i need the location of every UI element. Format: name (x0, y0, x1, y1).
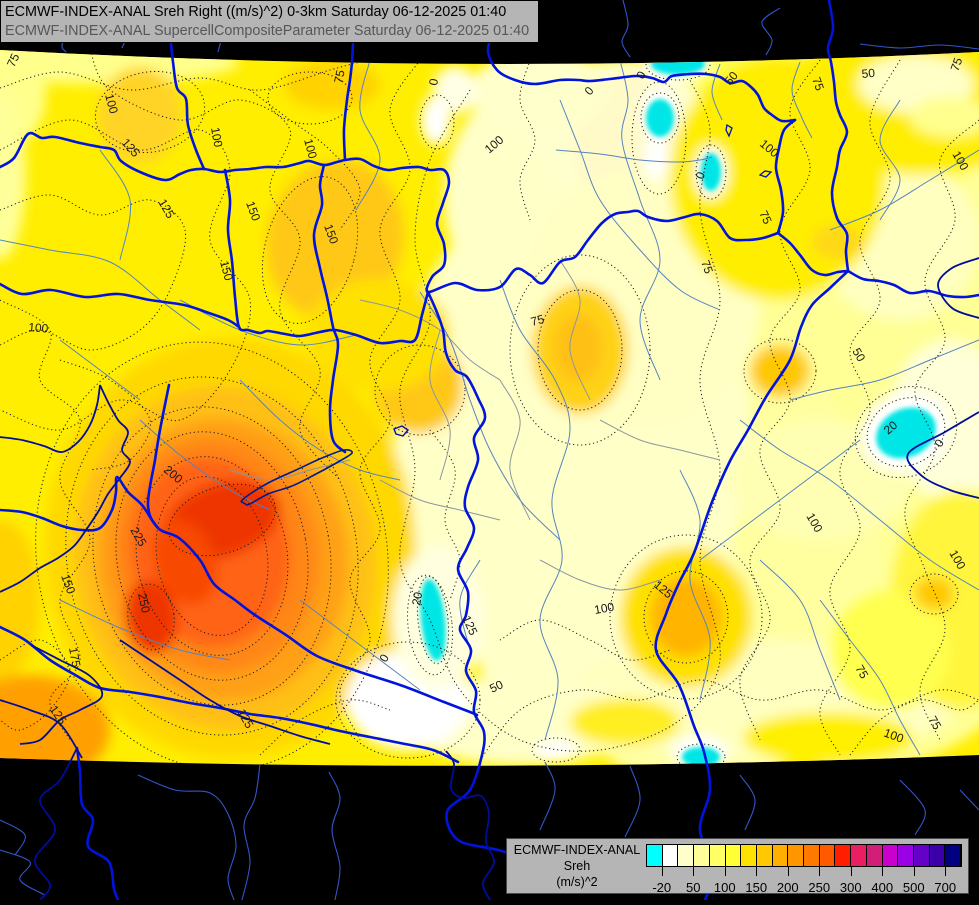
svg-text:75: 75 (756, 208, 774, 226)
svg-text:0: 0 (693, 170, 709, 181)
svg-text:0: 0 (426, 77, 441, 86)
svg-text:100: 100 (102, 92, 121, 115)
svg-text:20: 20 (409, 591, 425, 607)
svg-text:150: 150 (58, 572, 78, 596)
svg-text:100: 100 (882, 726, 906, 746)
svg-text:150: 150 (243, 199, 263, 223)
svg-text:50: 50 (861, 66, 876, 81)
svg-text:100: 100 (208, 126, 225, 148)
svg-text:100: 100 (301, 137, 320, 160)
svg-text:75: 75 (948, 55, 966, 73)
svg-text:75: 75 (925, 714, 944, 733)
svg-text:100: 100 (28, 320, 49, 336)
svg-text:250: 250 (135, 592, 153, 615)
svg-text:75: 75 (529, 312, 546, 329)
svg-text:75: 75 (698, 258, 716, 276)
svg-text:75: 75 (809, 75, 827, 93)
svg-text:50: 50 (849, 346, 868, 365)
svg-text:75: 75 (331, 68, 348, 84)
svg-text:175: 175 (66, 646, 83, 668)
svg-text:75: 75 (4, 51, 22, 69)
svg-text:100: 100 (593, 600, 615, 617)
svg-text:150: 150 (217, 259, 236, 282)
svg-text:50: 50 (487, 677, 505, 695)
svg-text:150: 150 (321, 222, 341, 246)
svg-text:75: 75 (852, 663, 871, 682)
